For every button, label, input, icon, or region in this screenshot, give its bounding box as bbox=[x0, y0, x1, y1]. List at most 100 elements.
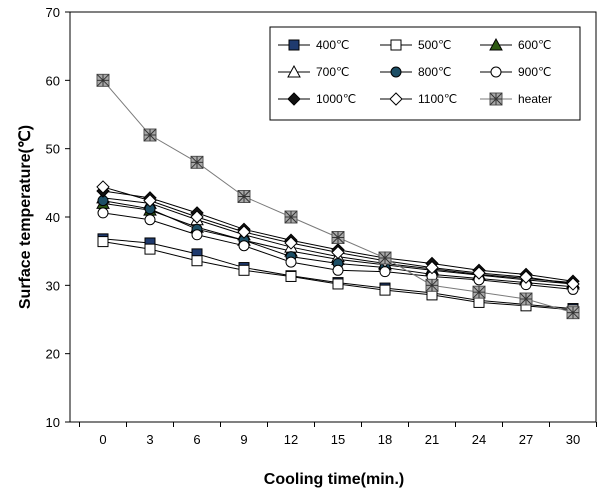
x-tick-label: 21 bbox=[425, 432, 439, 447]
data-point bbox=[425, 278, 439, 292]
data-point bbox=[331, 231, 345, 244]
series-heater bbox=[96, 73, 580, 320]
legend-marker bbox=[389, 92, 403, 106]
legend-marker bbox=[390, 66, 402, 78]
data-point bbox=[190, 155, 204, 169]
marker-shape bbox=[144, 243, 156, 255]
marker-shape bbox=[287, 64, 301, 78]
marker-shape bbox=[473, 296, 485, 308]
legend-entry: 1000℃ bbox=[278, 92, 356, 106]
marker-shape bbox=[389, 92, 403, 106]
data-point bbox=[238, 264, 250, 276]
data-point bbox=[379, 284, 391, 296]
legend: 400℃ 500℃ 600℃ 700℃ 800℃ 900℃ 1000℃ 1100℃ heater bbox=[269, 26, 581, 121]
marker-shape bbox=[144, 214, 156, 226]
data-point bbox=[472, 285, 486, 299]
legend-entry: heater bbox=[480, 92, 552, 106]
data-point bbox=[191, 229, 203, 241]
x-tick-label: 18 bbox=[378, 432, 392, 447]
legend-box bbox=[269, 26, 581, 121]
marker-shape bbox=[331, 245, 345, 260]
y-tick-label: 40 bbox=[46, 210, 60, 225]
marker-shape bbox=[332, 264, 344, 276]
marker-shape bbox=[490, 66, 502, 78]
x-tick-label: 27 bbox=[519, 432, 533, 447]
data-point bbox=[96, 180, 110, 194]
legend-label: 500℃ bbox=[418, 38, 452, 52]
data-point bbox=[143, 128, 157, 142]
marker-shape bbox=[288, 39, 300, 51]
data-point bbox=[143, 193, 157, 208]
data-point bbox=[191, 255, 203, 267]
data-point bbox=[97, 236, 109, 248]
data-point bbox=[378, 251, 392, 265]
data-point bbox=[285, 270, 297, 282]
y-tick-label: 70 bbox=[46, 5, 60, 20]
legend-marker bbox=[490, 66, 502, 78]
data-point bbox=[331, 245, 345, 260]
data-point bbox=[519, 292, 533, 306]
legend-marker bbox=[287, 64, 301, 78]
x-tick-label: 6 bbox=[193, 432, 200, 447]
data-point bbox=[566, 277, 580, 291]
legend-entry: 1100℃ bbox=[380, 92, 457, 106]
marker-shape bbox=[191, 255, 203, 267]
y-tick-label: 50 bbox=[46, 142, 60, 157]
marker-shape bbox=[390, 66, 402, 78]
legend-entry: 900℃ bbox=[480, 65, 552, 79]
x-tick-label: 30 bbox=[566, 432, 580, 447]
x-tick-label: 12 bbox=[284, 432, 298, 447]
y-tick-label: 20 bbox=[46, 347, 60, 362]
data-point bbox=[237, 225, 251, 239]
marker-shape bbox=[191, 229, 203, 241]
data-point bbox=[284, 210, 298, 224]
data-point bbox=[425, 260, 439, 275]
data-point bbox=[97, 207, 109, 219]
legend-marker bbox=[489, 37, 503, 51]
data-point bbox=[519, 270, 533, 284]
marker-shape bbox=[566, 277, 580, 291]
series-900℃ bbox=[97, 207, 579, 295]
y-tick-label: 30 bbox=[46, 278, 60, 293]
legend-entry: 400℃ bbox=[278, 38, 350, 52]
marker-shape bbox=[143, 193, 157, 208]
data-point bbox=[238, 240, 250, 252]
series-500℃ bbox=[97, 236, 579, 316]
data-point bbox=[379, 266, 391, 278]
data-point bbox=[473, 296, 485, 308]
x-tick-label: 9 bbox=[240, 432, 247, 447]
data-point bbox=[332, 278, 344, 290]
x-tick-label: 15 bbox=[331, 432, 345, 447]
legend-entry: 600℃ bbox=[480, 37, 552, 52]
legend-label: heater bbox=[518, 92, 552, 106]
marker-shape bbox=[390, 39, 402, 51]
x-tick-label: 3 bbox=[146, 432, 153, 447]
marker-shape bbox=[287, 92, 301, 106]
legend-label: 1000℃ bbox=[316, 92, 356, 106]
data-point bbox=[284, 236, 298, 250]
legend-marker bbox=[489, 92, 503, 106]
marker-shape bbox=[237, 225, 251, 239]
marker-shape bbox=[489, 37, 503, 51]
legend-marker bbox=[287, 92, 301, 106]
legend-marker bbox=[288, 39, 300, 51]
legend-label: 1100℃ bbox=[418, 92, 457, 106]
marker-shape bbox=[97, 236, 109, 248]
marker-shape bbox=[332, 278, 344, 290]
legend-label: 600℃ bbox=[518, 38, 552, 52]
x-tick-label: 0 bbox=[99, 432, 106, 447]
data-point bbox=[144, 214, 156, 226]
legend-marker bbox=[390, 39, 402, 51]
series-layer bbox=[96, 73, 580, 320]
legend-label: 700℃ bbox=[316, 65, 350, 79]
legend-label: 400℃ bbox=[316, 38, 350, 52]
marker-shape bbox=[472, 266, 486, 280]
legend-label: 900℃ bbox=[518, 65, 552, 79]
data-point bbox=[190, 210, 204, 224]
legend-entry: 700℃ bbox=[278, 64, 350, 79]
data-point bbox=[332, 264, 344, 276]
data-point bbox=[566, 306, 580, 320]
legend-entry: 500℃ bbox=[380, 38, 452, 52]
data-point bbox=[285, 256, 297, 268]
axes: 10 20 30 40 50 60 70 0 3 6 9 12 15 18 21 24 27 30 bbox=[46, 5, 597, 447]
